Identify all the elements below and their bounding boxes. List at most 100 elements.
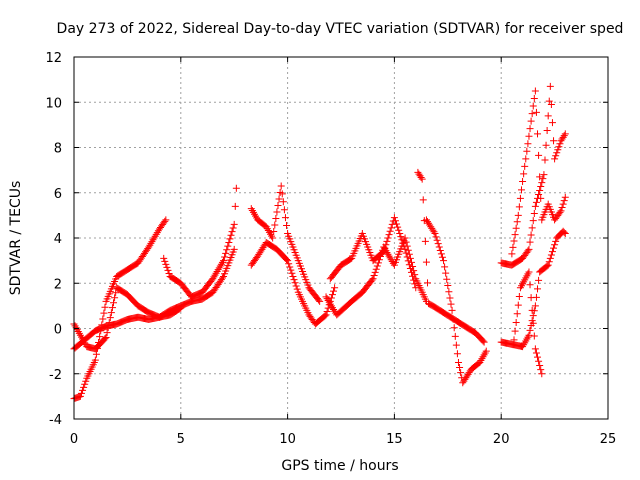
y-tick-label: -2 xyxy=(49,368,62,383)
data-point xyxy=(526,281,534,289)
data-point xyxy=(278,190,286,198)
data-point xyxy=(228,228,236,236)
data-point xyxy=(403,242,411,250)
data-point xyxy=(555,143,563,151)
data-point xyxy=(544,112,552,120)
data-point xyxy=(560,197,568,205)
data-point xyxy=(288,269,296,277)
data-point xyxy=(560,228,568,236)
data-point xyxy=(161,217,169,225)
data-point xyxy=(527,231,535,239)
data-point xyxy=(370,272,378,280)
data-point xyxy=(522,155,530,163)
data-point xyxy=(384,250,392,258)
data-point xyxy=(407,258,415,266)
data-point xyxy=(326,300,334,308)
x-tick-label: 10 xyxy=(279,432,296,447)
data-point xyxy=(558,203,566,211)
data-point xyxy=(385,252,393,260)
data-point xyxy=(371,268,379,276)
x-tick-label: 0 xyxy=(70,432,78,447)
data-point xyxy=(527,294,535,302)
data-point xyxy=(215,264,223,272)
data-point xyxy=(561,193,569,201)
data-point xyxy=(527,117,535,125)
data-point xyxy=(165,269,173,277)
data-point xyxy=(513,310,521,318)
data-point xyxy=(293,285,301,293)
data-point xyxy=(447,300,455,308)
data-point xyxy=(541,156,549,164)
data-point xyxy=(281,214,289,222)
data-point xyxy=(409,263,417,271)
data-point xyxy=(210,273,218,281)
data-point xyxy=(535,190,543,198)
series-track-d xyxy=(160,184,240,301)
data-point xyxy=(227,231,235,239)
data-point xyxy=(381,245,389,253)
data-point xyxy=(321,312,329,320)
grid-layer xyxy=(74,57,608,419)
data-point xyxy=(534,285,542,293)
data-point xyxy=(442,269,450,277)
data-point xyxy=(521,162,529,170)
x-tick-label: 25 xyxy=(600,432,617,447)
data-point xyxy=(530,209,538,217)
data-point xyxy=(161,257,169,265)
data-point xyxy=(112,289,120,297)
data-point xyxy=(76,392,84,400)
data-point xyxy=(325,298,333,306)
y-tick-label: 2 xyxy=(54,277,62,292)
data-point xyxy=(274,201,282,209)
series-track-n xyxy=(510,268,546,378)
data-point xyxy=(561,229,569,237)
data-point xyxy=(80,383,88,391)
x-tick-label: 20 xyxy=(493,432,510,447)
data-point xyxy=(290,276,298,284)
data-point xyxy=(323,308,331,316)
data-point xyxy=(287,266,295,274)
data-point xyxy=(525,268,533,276)
data-point xyxy=(511,327,519,335)
data-point xyxy=(151,232,159,240)
data-point xyxy=(540,171,548,179)
series-track-i xyxy=(422,216,490,387)
data-point xyxy=(330,305,338,313)
data-point xyxy=(525,132,533,140)
data-point xyxy=(529,312,537,320)
data-point xyxy=(443,275,451,283)
data-point xyxy=(218,274,226,282)
y-tick-label: 4 xyxy=(54,232,62,247)
data-point xyxy=(526,238,534,246)
data-point xyxy=(529,319,537,327)
data-point xyxy=(102,334,110,342)
data-point xyxy=(542,141,550,149)
data-point xyxy=(390,214,398,222)
data-point xyxy=(216,262,224,270)
data-point xyxy=(418,175,426,183)
data-point xyxy=(434,240,442,248)
data-point xyxy=(514,301,522,309)
data-point xyxy=(508,250,516,258)
data-point xyxy=(537,183,545,191)
data-point xyxy=(410,267,418,275)
data-point xyxy=(96,333,104,341)
data-point xyxy=(391,217,399,225)
data-point xyxy=(528,224,536,232)
data-point xyxy=(91,356,99,364)
data-point xyxy=(107,309,115,317)
data-point xyxy=(328,291,336,299)
data-point xyxy=(535,276,543,284)
data-point xyxy=(145,243,153,251)
data-point xyxy=(561,130,569,138)
data-point xyxy=(524,140,532,148)
data-point xyxy=(386,254,394,262)
data-point xyxy=(450,324,458,332)
data-point xyxy=(405,250,413,258)
data-point xyxy=(386,227,394,235)
data-point xyxy=(77,389,85,397)
series-track-h xyxy=(322,234,430,319)
data-point xyxy=(213,267,221,275)
data-point xyxy=(436,246,444,254)
data-point xyxy=(385,231,393,239)
